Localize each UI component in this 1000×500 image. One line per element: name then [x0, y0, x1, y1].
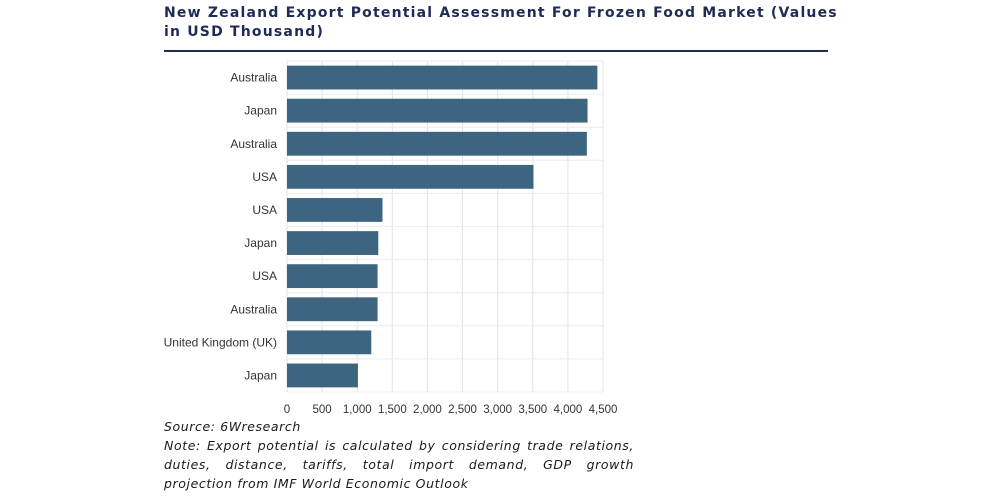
- x-tick-label: 3,500: [518, 404, 547, 416]
- x-tick-label: 1,000: [343, 404, 372, 416]
- x-tick-label: 3,000: [483, 404, 512, 416]
- x-tick-label: 2,500: [448, 404, 477, 416]
- note-text: Note: Export potential is calculated by …: [164, 438, 634, 491]
- bar: [287, 131, 587, 156]
- y-category-label: Japan: [244, 236, 277, 250]
- bar: [287, 164, 534, 189]
- y-category-label: Japan: [244, 104, 277, 118]
- y-category-label: United Kingdom (UK): [164, 335, 277, 349]
- bar: [287, 330, 372, 355]
- bar: [287, 65, 598, 90]
- title-underline: [164, 50, 828, 52]
- x-tick-label: 4,500: [589, 404, 618, 416]
- x-tick-label: 4,000: [553, 404, 582, 416]
- chart-notes: Source: 6Wresearch Note: Export potentia…: [164, 417, 634, 493]
- source-text: Source: 6Wresearch: [164, 419, 301, 434]
- x-tick-label: 500: [313, 404, 332, 416]
- x-tick-label: 1,500: [378, 404, 407, 416]
- bar: [287, 98, 588, 123]
- y-category-label: Australia: [230, 71, 277, 85]
- x-tick-label: 0: [284, 404, 290, 416]
- y-category-label: Japan: [244, 368, 277, 382]
- y-category-label: USA: [252, 203, 277, 217]
- y-category-label: USA: [252, 170, 277, 184]
- y-category-label: Australia: [230, 137, 277, 151]
- bar: [287, 264, 378, 289]
- x-tick-label: 2,000: [413, 404, 442, 416]
- bar: [287, 363, 358, 388]
- chart-title: New Zealand Export Potential Assessment …: [164, 5, 838, 40]
- bar: [287, 198, 383, 222]
- bar: [287, 231, 379, 255]
- bar: [287, 297, 378, 322]
- y-category-label: Australia: [230, 302, 277, 316]
- y-category-label: USA: [252, 269, 277, 283]
